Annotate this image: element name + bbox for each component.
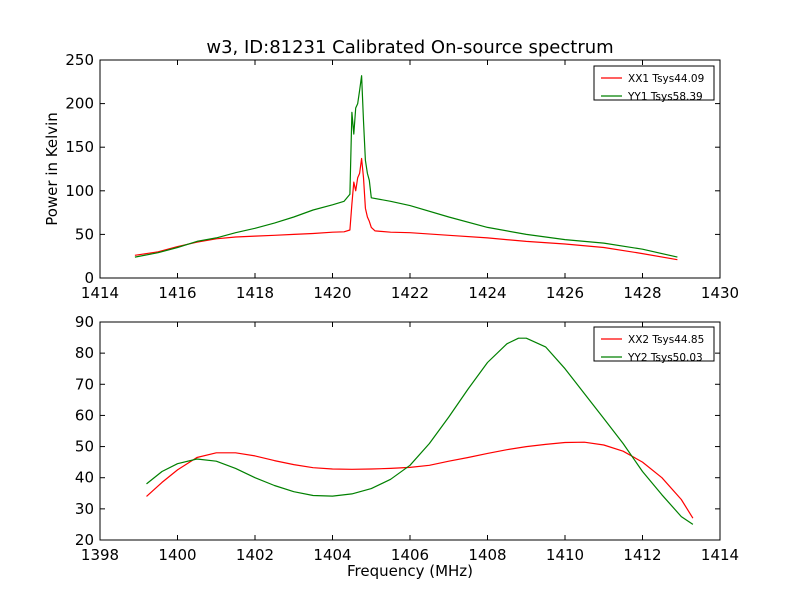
legend: XX1 Tsys44.09 YY1 Tsys58.39	[593, 65, 715, 103]
x-tick-label: 1398	[81, 546, 119, 564]
y-tick-label: 60	[75, 406, 94, 424]
legend-label-yy: YY1 Tsys58.39	[627, 91, 703, 103]
legend: XX2 Tsys44.85 YY2 Tsys50.03	[593, 326, 715, 364]
x-tick-label: 1406	[391, 546, 429, 564]
x-tick-label: 1426	[546, 284, 584, 302]
y-tick-label: 200	[65, 95, 94, 113]
top-y-axis-label: Power in Kelvin	[43, 112, 61, 226]
y-tick-label: 0	[84, 269, 94, 287]
x-tick-label: 1414	[701, 546, 739, 564]
x-tick-label: 1412	[623, 546, 661, 564]
legend-box	[593, 326, 715, 362]
y-tick-label: 50	[75, 225, 94, 243]
x-tick-label: 1428	[623, 284, 661, 302]
series-line-xx	[134, 157, 678, 261]
x-tick-label: 1422	[391, 284, 429, 302]
top-panel: w3, ID:81231 Calibrated On-source spectr…	[43, 37, 739, 302]
y-tick-label: 40	[75, 469, 94, 487]
x-tick-label: 1424	[468, 284, 506, 302]
y-tick-label: 90	[75, 313, 94, 331]
x-tick-label: 1420	[313, 284, 351, 302]
y-tick-label: 250	[65, 51, 94, 69]
y-tick-label: 30	[75, 500, 94, 518]
x-tick-label: 1404	[313, 546, 351, 564]
series-line-yy	[146, 337, 694, 525]
x-tick-label: 1400	[158, 546, 196, 564]
y-tick-label: 50	[75, 438, 94, 456]
series-line-yy	[134, 75, 678, 258]
legend-label-yy: YY2 Tsys50.03	[627, 352, 703, 364]
y-tick-label: 70	[75, 375, 94, 393]
x-tick-label: 1410	[546, 546, 584, 564]
x-tick-label: 1416	[158, 284, 196, 302]
top-plot-area: 1414 1416 1418 1420 1422 1424 1426 1428 1430 0 50 1…	[65, 51, 739, 302]
y-tick-label: 20	[75, 531, 94, 549]
legend-box	[593, 65, 715, 101]
legend-label-xx: XX1 Tsys44.09	[628, 73, 704, 85]
bottom-panel: Frequency (MHz) 1398 1400 1402 1404 1406 1408…	[75, 313, 739, 580]
bottom-x-axis-label: Frequency (MHz)	[347, 562, 473, 580]
y-tick-label: 150	[65, 138, 94, 156]
series-line-xx	[146, 441, 694, 519]
y-tick-label: 80	[75, 344, 94, 362]
x-tick-label: 1418	[236, 284, 274, 302]
x-tick-label: 1430	[701, 284, 739, 302]
y-tick-label: 100	[65, 182, 94, 200]
top-chart-title: w3, ID:81231 Calibrated On-source spectr…	[206, 37, 613, 58]
legend-label-xx: XX2 Tsys44.85	[628, 334, 704, 346]
bottom-plot-area: 1398 1400 1402 1404 1406 1408 1410 1412 1414 20 30…	[75, 313, 739, 564]
x-tick-label: 1414	[81, 284, 119, 302]
x-tick-label: 1402	[236, 546, 274, 564]
x-tick-label: 1408	[468, 546, 506, 564]
